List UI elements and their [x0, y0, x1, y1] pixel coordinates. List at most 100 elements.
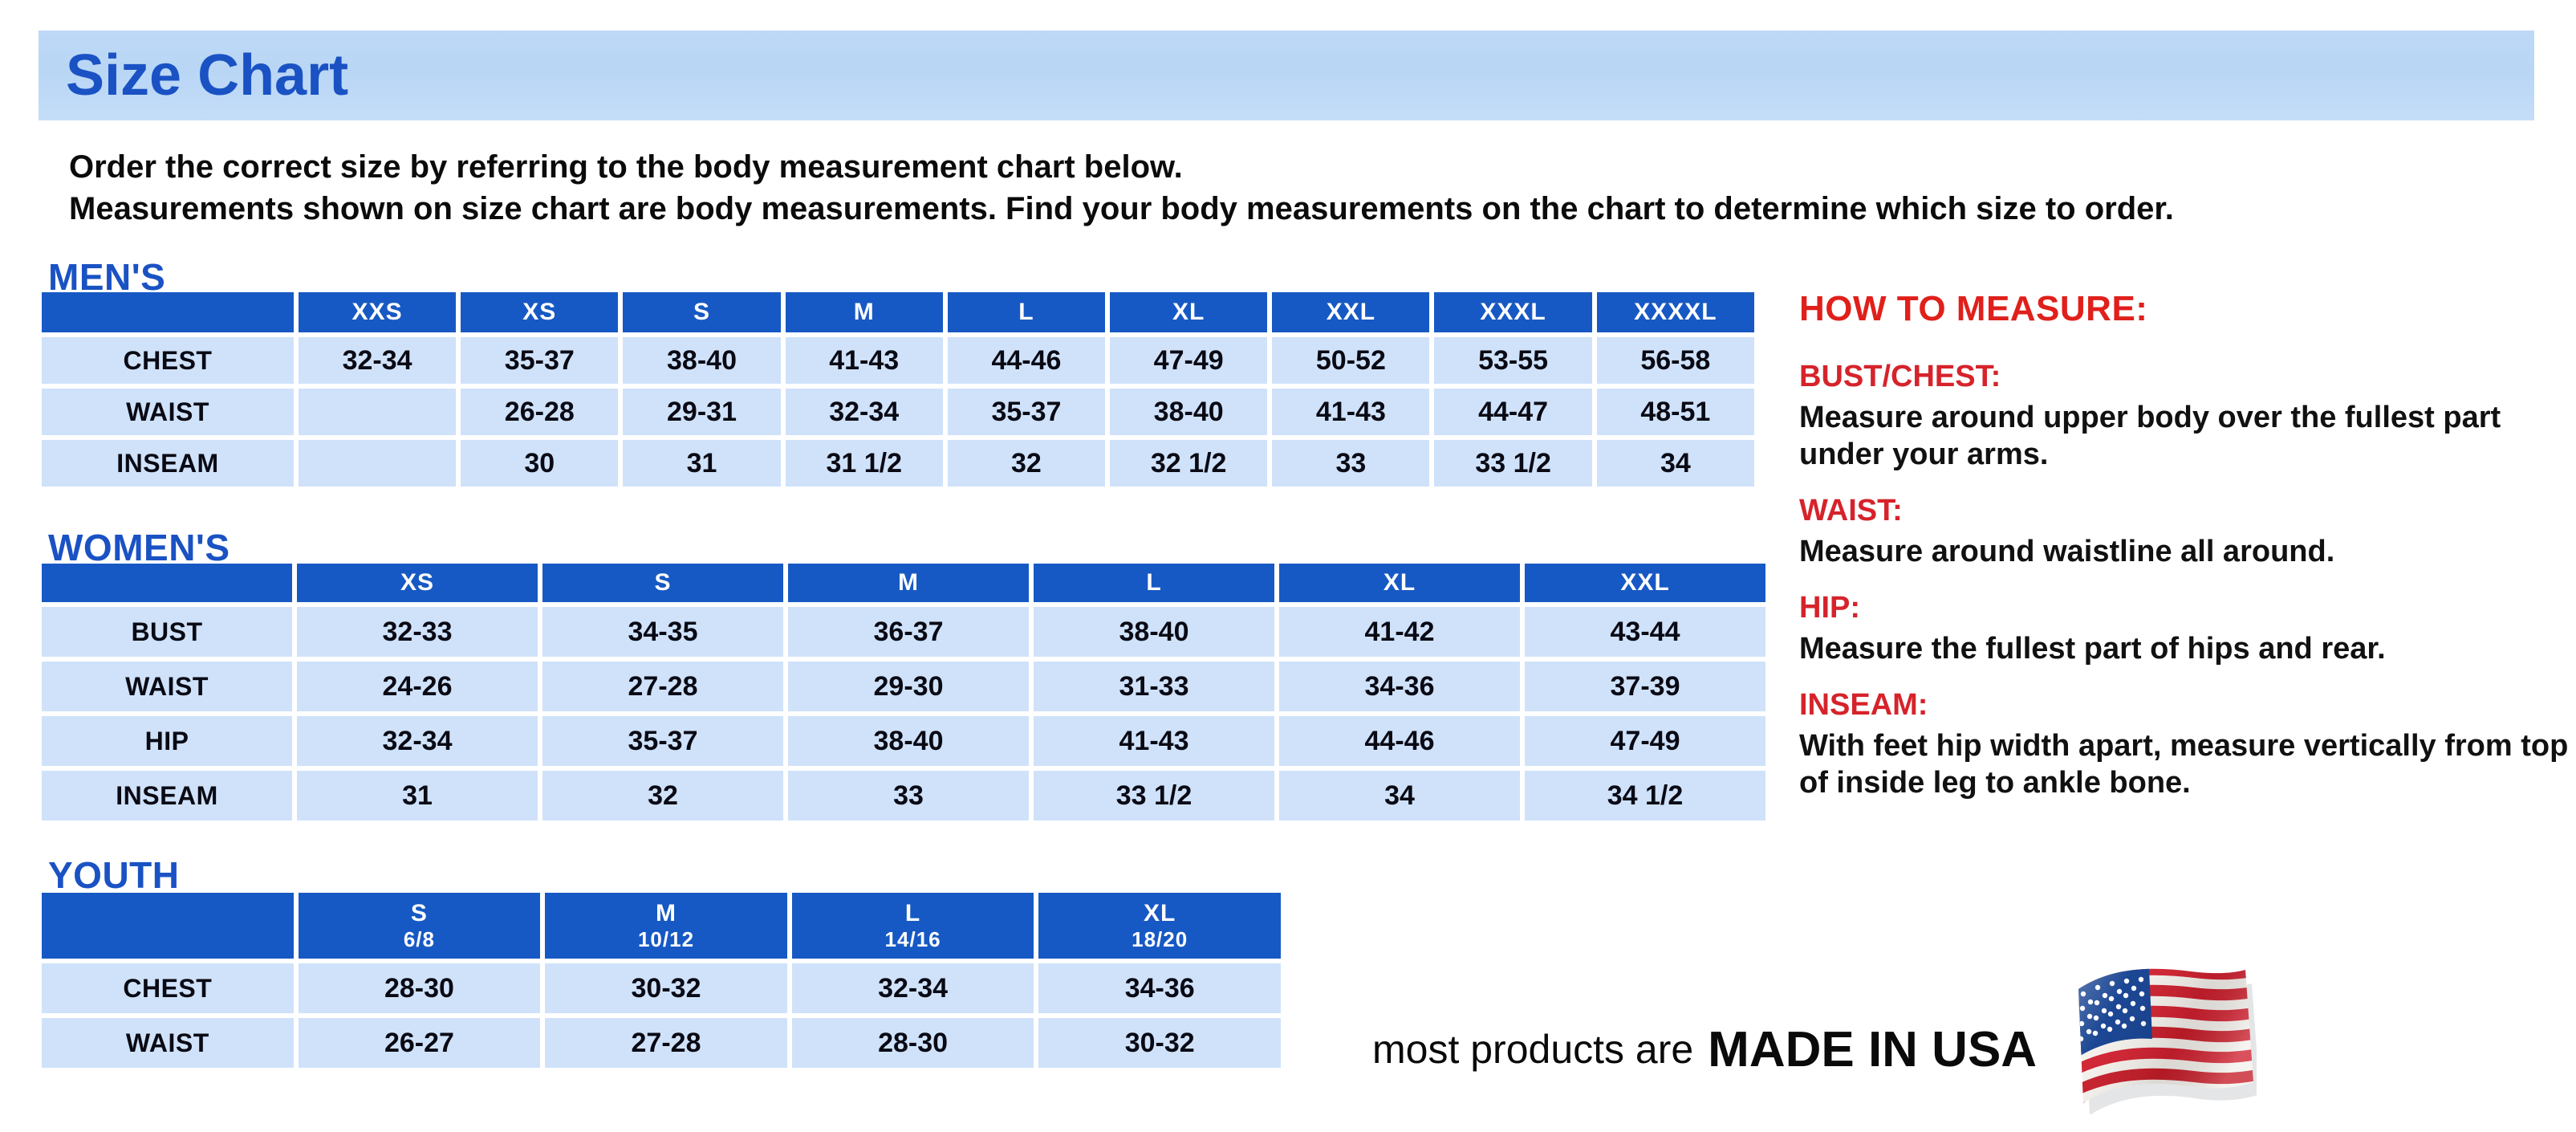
table-header-row: S 6/8 M 10/12 L 14/16 XL 18/20: [42, 893, 1281, 959]
cell: 37-39: [1525, 662, 1765, 711]
section-heading-youth: YOUTH: [48, 854, 180, 896]
cell: 35-37: [461, 337, 619, 384]
column-header-m-ages: 10/12: [637, 927, 695, 951]
column-header-l: L: [1034, 564, 1274, 602]
table-row: CHEST 28-30 30-32 32-34 34-36: [42, 963, 1281, 1013]
column-header-m: M 10/12: [545, 893, 787, 959]
cell: 34-36: [1279, 662, 1520, 711]
measure-term-waist: WAIST:: [1799, 494, 1903, 527]
cell: 34-35: [542, 607, 783, 657]
intro-line-1: Order the correct size by referring to t…: [69, 149, 1183, 185]
column-header-xxs: XXS: [298, 292, 457, 332]
column-header-m-size: M: [656, 900, 677, 926]
row-label-inseam: INSEAM: [42, 771, 292, 820]
cell: 43-44: [1525, 607, 1765, 657]
cell: 56-58: [1596, 337, 1754, 384]
cell: 47-49: [1110, 337, 1268, 384]
cell: 35-37: [542, 716, 783, 766]
table-row: BUST 32-33 34-35 36-37 38-40 41-42 43-44: [42, 607, 1765, 657]
cell: 47-49: [1525, 716, 1765, 766]
table-row: WAIST 24-26 27-28 29-30 31-33 34-36 37-3…: [42, 662, 1765, 711]
cell: 27-28: [545, 1018, 787, 1068]
cell: 33 1/2: [1034, 771, 1274, 820]
measure-term-bust-chest: BUST/CHEST:: [1799, 360, 2001, 393]
cell: 34-36: [1038, 963, 1281, 1013]
cell: 32: [947, 440, 1106, 487]
cell: 33 1/2: [1434, 440, 1592, 487]
table-row: HIP 32-34 35-37 38-40 41-43 44-46 47-49: [42, 716, 1765, 766]
cell: 38-40: [788, 716, 1029, 766]
page-title: Size Chart: [66, 43, 349, 108]
made-in-usa-block: most products are MADE IN USA: [1372, 968, 2261, 1126]
measure-term-inseam: INSEAM:: [1799, 688, 1928, 722]
cell: 26-27: [298, 1018, 541, 1068]
column-header-l-ages: 14/16: [884, 927, 941, 951]
column-header-xxl: XXL: [1272, 292, 1430, 332]
row-label-bust: BUST: [42, 607, 292, 657]
cell: 44-47: [1434, 389, 1592, 435]
cell: 31: [623, 440, 781, 487]
column-header-xxl: XXL: [1525, 564, 1765, 602]
cell: 29-30: [788, 662, 1029, 711]
row-label-chest: CHEST: [42, 963, 294, 1013]
column-header-xl: XL 18/20: [1038, 893, 1281, 959]
row-label-chest: CHEST: [42, 337, 294, 384]
size-table-womens: XS S M L XL XXL BUST 32-33 34-35 36-37 3…: [37, 559, 1770, 825]
cell: 32-34: [297, 716, 538, 766]
cell: 29-31: [623, 389, 781, 435]
column-header-xl: XL: [1110, 292, 1268, 332]
made-in-usa-prefix: most products are: [1372, 1027, 1694, 1072]
column-header-s-ages: 6/8: [403, 927, 435, 951]
table-header-row: XXS XS S M L XL XXL XXXL XXXXL: [42, 292, 1754, 332]
cell: 30: [461, 440, 619, 487]
cell: 41-43: [785, 337, 943, 384]
row-label-waist: WAIST: [42, 662, 292, 711]
cell: 28-30: [791, 1018, 1034, 1068]
column-header-l: L: [947, 292, 1106, 332]
intro-line-2: Measurements shown on size chart are bod…: [69, 191, 2174, 226]
cell: 33: [1272, 440, 1430, 487]
size-table-mens: XXS XS S M L XL XXL XXXL XXXXL CHEST 32-…: [37, 287, 1759, 491]
column-header-xxxl: XXXL: [1434, 292, 1592, 332]
cell: 32-33: [297, 607, 538, 657]
made-in-usa-emphasis: MADE IN USA: [1708, 1021, 2038, 1077]
table-row: INSEAM 30 31 31 1/2 32 32 1/2 33 33 1/2 …: [42, 440, 1754, 487]
size-table-youth: S 6/8 M 10/12 L 14/16 XL 18/20 CHEST 28-…: [37, 888, 1286, 1073]
column-header-m: M: [785, 292, 943, 332]
cell: [298, 389, 457, 435]
measure-term-hip: HIP:: [1799, 591, 1860, 625]
cell: 41-43: [1272, 389, 1430, 435]
row-label-waist: WAIST: [42, 1018, 294, 1068]
cell: 32-34: [791, 963, 1034, 1013]
cell: 31 1/2: [785, 440, 943, 487]
column-header-s: S 6/8: [298, 893, 541, 959]
cell: 44-46: [1279, 716, 1520, 766]
section-heading-mens: MEN'S: [48, 256, 166, 298]
cell: 53-55: [1434, 337, 1592, 384]
cell: 38-40: [623, 337, 781, 384]
table-row: INSEAM 31 32 33 33 1/2 34 34 1/2: [42, 771, 1765, 820]
measure-desc-hip: Measure the fullest part of hips and rea…: [1799, 632, 2386, 666]
cell: 32 1/2: [1110, 440, 1268, 487]
row-label-waist: WAIST: [42, 389, 294, 435]
column-header-xs: XS: [461, 292, 619, 332]
measure-desc-waist: Measure around waistline all around.: [1799, 535, 2335, 568]
cell: 33: [788, 771, 1029, 820]
cell: 44-46: [947, 337, 1106, 384]
intro-paragraph: Order the correct size by referring to t…: [69, 146, 2541, 230]
section-heading-womens: WOMEN'S: [48, 527, 230, 568]
table-row: WAIST 26-28 29-31 32-34 35-37 38-40 41-4…: [42, 389, 1754, 435]
table-corner-cell: [42, 893, 294, 959]
cell: 34: [1596, 440, 1754, 487]
column-header-xl-size: XL: [1144, 900, 1176, 926]
column-header-l-size: L: [904, 900, 921, 926]
cell: 34 1/2: [1525, 771, 1765, 820]
cell: 32-34: [298, 337, 457, 384]
cell: 31-33: [1034, 662, 1274, 711]
usa-flag-icon: [2056, 962, 2261, 1115]
table-corner-cell: [42, 292, 294, 332]
column-header-s-size: S: [410, 900, 428, 926]
row-label-hip: HIP: [42, 716, 292, 766]
column-header-l: L 14/16: [791, 893, 1034, 959]
row-label-inseam: INSEAM: [42, 440, 294, 487]
